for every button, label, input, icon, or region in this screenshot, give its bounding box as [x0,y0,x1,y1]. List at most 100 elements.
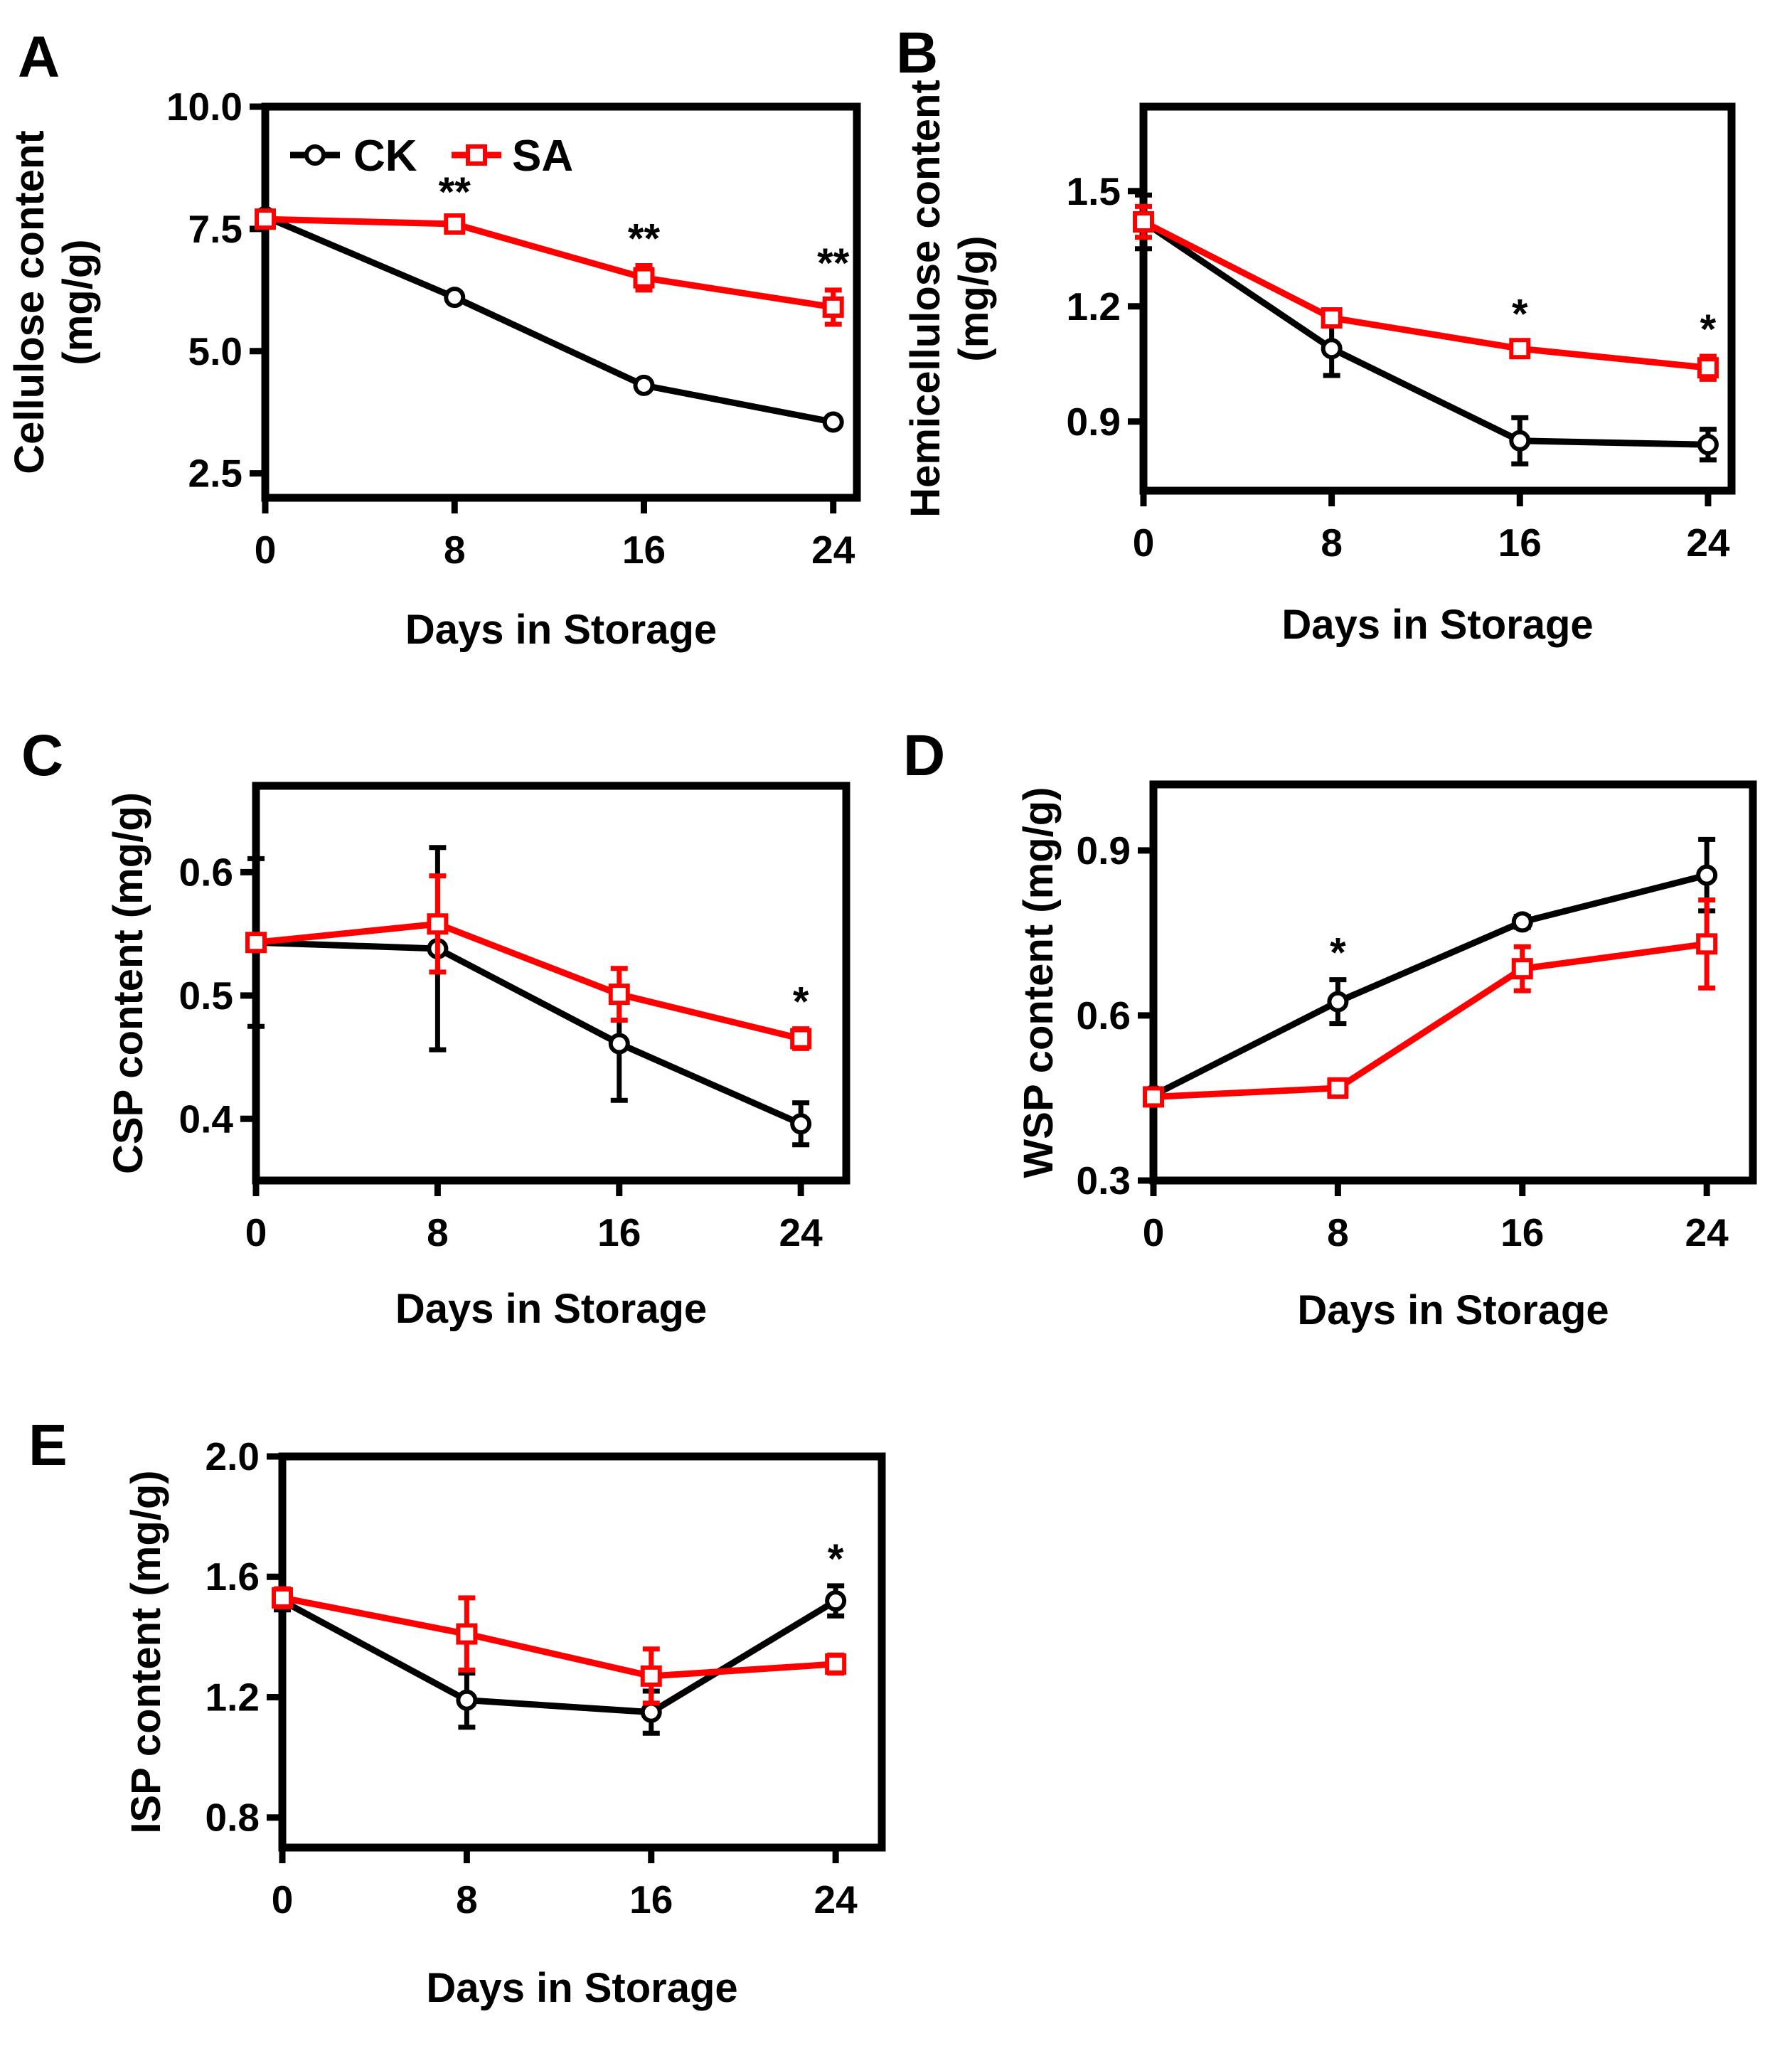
x-axis-label: Days in Storage [1297,1287,1609,1333]
data-point-square [822,296,844,318]
x-tick-label: 8 [427,1210,449,1254]
y-tick-label: 1.2 [206,1675,260,1719]
data-point-square [790,1028,812,1050]
series-sa [272,1586,847,1706]
data-point-circle [1321,338,1343,360]
significance-mark: * [828,1536,844,1582]
x-tick-label: 24 [1686,521,1730,565]
x-tick-label: 0 [272,1877,294,1922]
data-point-square [1696,933,1718,955]
y-axis-label: CSP content (mg/g) [105,792,151,1174]
series-ck [1143,836,1718,1107]
series-ck [245,845,812,1148]
data-point-circle [825,1590,847,1612]
panel-d: D 0.3 0.6 0.9 0 8 16 24 Days in Storage WSP conte… [903,723,1757,1333]
panel-c: C 0.4 0.5 0.6 0 8 16 24 Days in Storage CSP conte… [21,723,850,1332]
y-tick-label: 2.5 [188,452,242,496]
significance-mark: * [1330,930,1346,976]
legend-marker-square [466,144,487,166]
data-point-circle [1509,430,1531,452]
panel-letter: E [28,1413,68,1478]
x-tick-label: 8 [1321,521,1343,565]
significance-mark: * [793,979,809,1025]
data-point-square [1509,338,1531,360]
y-axis-label: WSP content (mg/g) [1015,787,1062,1178]
legend-label: SA [512,132,573,181]
x-axis-label: Days in Storage [1281,602,1593,648]
data-point-square [245,932,267,954]
y-tick-label: 0.5 [179,974,233,1018]
y-axis-label: Hemicellulose content(mg/g) [902,80,997,518]
x-tick-label: 16 [629,1877,673,1922]
y-tick-label: 0.4 [179,1097,234,1141]
plot-frame [278,1452,886,1852]
plot-frame [261,102,861,502]
x-tick-label: 16 [597,1210,641,1254]
series-line [282,1594,836,1680]
data-point-circle [1327,991,1349,1013]
y-tick-label: 1.2 [1067,284,1121,329]
x-axis-label: Days in Storage [395,1286,707,1332]
data-point-circle [640,1701,662,1723]
panel-letter: C [21,723,63,788]
significance-mark: ** [817,240,850,287]
y-axis-label: Cellulose content(mg/g) [6,130,101,474]
x-tick-label: 24 [814,1877,858,1922]
data-point-square [456,1623,478,1645]
data-point-square [1133,211,1154,233]
data-point-square [1321,307,1343,329]
y-axis-label-line: ISP content (mg/g) [123,1470,169,1833]
significance-mark: * [1512,291,1528,337]
panel-letter: A [18,25,60,90]
y-axis-label: ISP content (mg/g) [123,1470,169,1833]
data-point-square [1143,1086,1164,1108]
data-point-circle [822,411,844,433]
x-tick-label: 16 [1500,1210,1544,1254]
series-line [255,920,802,1042]
data-point-square [255,208,276,230]
panel-e: E 0.8 1.2 1.6 2.0 0 8 16 24 Days in Storage ISP co… [28,1413,886,2011]
series-line [264,213,834,425]
legend-item-ck: CK [290,132,417,181]
data-point-square [1697,357,1719,379]
y-axis-label-line: (mg/g) [951,235,997,361]
data-point-circle [1511,911,1533,933]
x-tick-label: 0 [245,1210,267,1254]
y-axis-label-line: CSP content (mg/g) [105,792,151,1174]
x-axis-label: Days in Storage [405,607,717,653]
significance-mark: ** [628,215,661,262]
legend-item-sa: SA [452,132,573,181]
significance-mark: ** [439,169,471,215]
data-point-square [608,984,630,1006]
series-line [1141,218,1709,371]
x-axis-label: Days in Storage [426,1965,737,2011]
series-line [1153,940,1707,1100]
y-tick-label: 0.8 [206,1796,260,1840]
data-point-circle [633,374,655,396]
series-ck [1133,192,1719,467]
series-sa [1133,203,1719,382]
y-tick-label: 1.6 [206,1555,260,1599]
x-tick-label: 8 [456,1877,478,1922]
series-ck [255,206,844,433]
data-point-square [272,1587,293,1609]
y-tick-label: 0.9 [1077,828,1131,873]
series-ck [272,1583,847,1736]
y-axis-label-line: Cellulose content [6,130,53,474]
panel-a: A 2.5 5.0 7.5 10.0 0 8 16 24 Days in Storage Cellu… [6,25,861,653]
y-axis-label-line: WSP content (mg/g) [1015,787,1062,1178]
significance-mark: * [1700,307,1717,353]
series-sa [255,208,844,327]
y-tick-label: 0.3 [1077,1158,1131,1203]
x-tick-label: 24 [1685,1210,1729,1254]
x-tick-label: 24 [779,1210,823,1254]
y-axis-label-line: Hemicellulose content [902,80,949,518]
series-line [280,1598,838,1716]
series-line [1151,872,1708,1099]
panel-letter: D [903,723,945,788]
data-point-circle [608,1033,630,1055]
data-point-square [444,213,466,235]
data-point-circle [790,1113,812,1135]
x-tick-label: 0 [255,528,277,572]
